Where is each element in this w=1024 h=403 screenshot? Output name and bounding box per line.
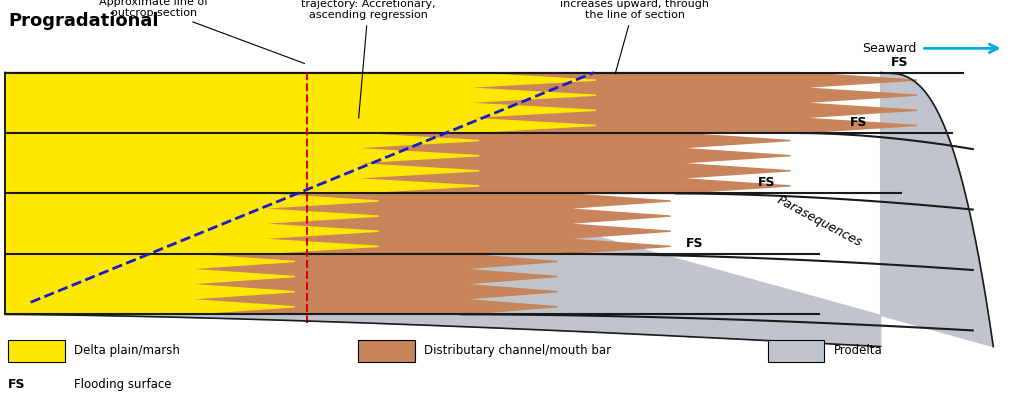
Polygon shape bbox=[5, 73, 596, 133]
Text: FS: FS bbox=[850, 116, 867, 129]
Polygon shape bbox=[5, 133, 791, 193]
Polygon shape bbox=[5, 254, 295, 314]
Text: FS: FS bbox=[758, 177, 775, 189]
Polygon shape bbox=[5, 73, 918, 133]
Polygon shape bbox=[5, 73, 993, 347]
Text: Approximate line of
outcrop section: Approximate line of outcrop section bbox=[99, 0, 304, 64]
Text: Delta plain/marsh: Delta plain/marsh bbox=[74, 344, 179, 357]
Polygon shape bbox=[5, 193, 671, 254]
Bar bbox=[358, 340, 415, 362]
Text: Seaward: Seaward bbox=[862, 42, 916, 55]
Text: Distributary channel/mouth bar: Distributary channel/mouth bar bbox=[424, 344, 611, 357]
Polygon shape bbox=[5, 193, 379, 254]
Text: FS: FS bbox=[8, 378, 26, 391]
Text: Approximate shoreline
trajectory: Accretionary,
ascending regression: Approximate shoreline trajectory: Accret… bbox=[301, 0, 436, 118]
Polygon shape bbox=[5, 254, 558, 314]
Text: Proportion of sandstone
increases upward, through
the line of section: Proportion of sandstone increases upward… bbox=[560, 0, 710, 74]
Text: Parasequences: Parasequences bbox=[774, 194, 864, 249]
Text: Progradational: Progradational bbox=[8, 12, 159, 30]
Bar bbox=[8, 340, 65, 362]
Text: Flooding surface: Flooding surface bbox=[74, 378, 171, 391]
Text: Prodelta: Prodelta bbox=[834, 344, 883, 357]
Polygon shape bbox=[5, 133, 479, 193]
Text: FS: FS bbox=[891, 56, 908, 69]
Bar bbox=[768, 340, 824, 362]
Text: FS: FS bbox=[686, 237, 703, 250]
